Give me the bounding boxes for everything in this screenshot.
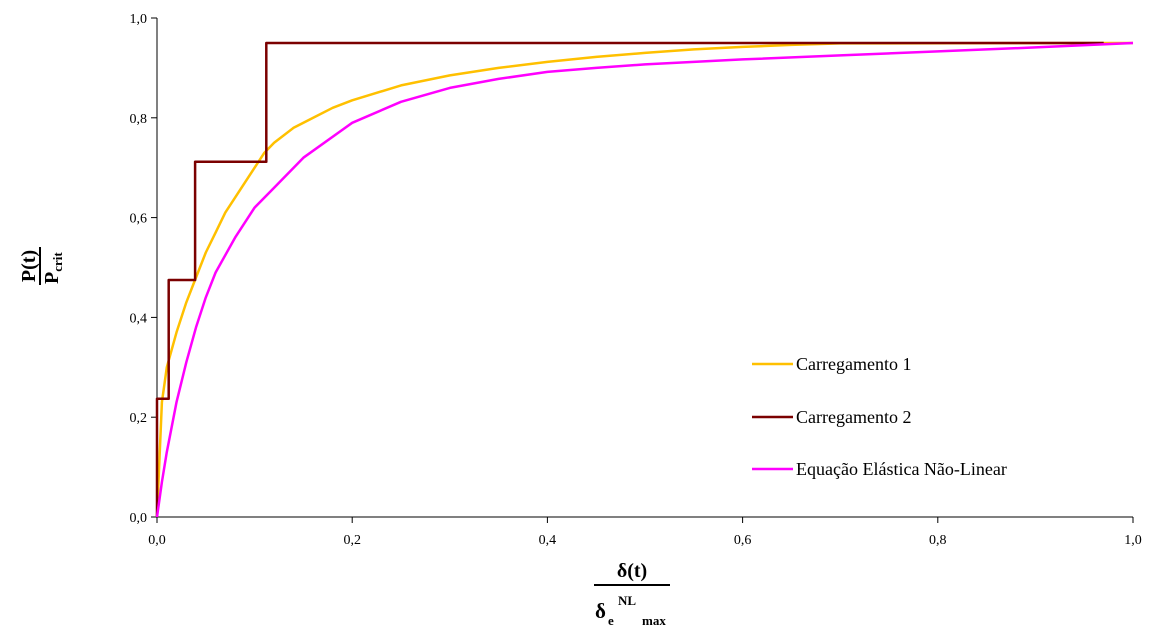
y-tick-label: 0,2 [130,411,148,426]
axis-ticks: 0,0 0,2 0,4 0,6 0,8 1,0 0,0 0,2 0,4 0,6 0,8 1,0 [130,12,1142,548]
x-tick-label: 1,0 [1124,533,1142,548]
x-label-denominator-sub2: max [642,613,666,628]
y-tick-label: 0,8 [130,112,148,127]
legend-label-2: Carregamento 2 [796,407,911,427]
y-tick-label: 0,0 [130,511,148,526]
x-tick-label: 0,0 [148,533,166,548]
x-axis-label: δ(t) δ e NL max [594,560,670,628]
series-line-3 [155,41,1134,518]
x-tick-label: 0,6 [734,533,752,548]
x-label-denominator-sub: e [608,613,614,628]
legend-label-3: Equação Elástica Não-Linear [796,459,1007,479]
x-tick-label: 0,4 [539,533,557,548]
x-tick-label: 0,8 [929,533,947,548]
y-label-fraction: P(t) Pcrit [18,247,65,285]
x-tick-label: 0,2 [343,533,361,548]
y-axis-label: P(t) Pcrit [18,247,65,285]
series-line-1 [155,41,1134,518]
x-label-denominator-base: δ [595,599,606,623]
y-label-denominator: Pcrit [41,252,65,284]
legend-label-1: Carregamento 1 [796,354,911,374]
y-tick-label: 0,6 [130,212,148,227]
plot-series [155,41,1134,518]
x-label-denominator-sup: NL [618,593,636,608]
y-tick-label: 1,0 [130,12,148,27]
y-tick-label: 0,4 [130,311,148,326]
series-line-2 [155,41,1104,517]
legend: Carregamento 1 Carregamento 2 Equação Elás… [752,354,1007,479]
y-label-numerator: P(t) [18,250,40,282]
x-label-numerator: δ(t) [617,560,647,582]
